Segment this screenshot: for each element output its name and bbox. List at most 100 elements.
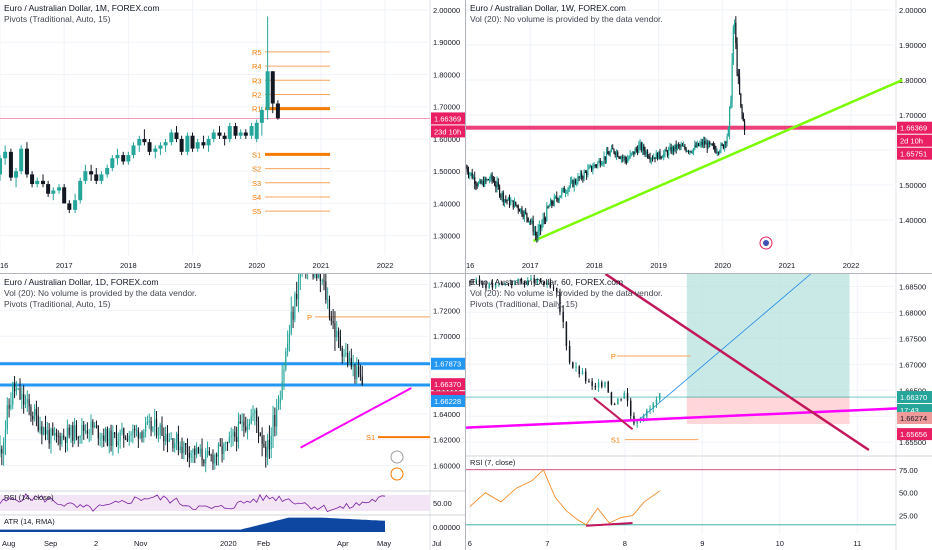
pivot-label-s1: S1	[252, 150, 261, 159]
daily-candle	[97, 425, 99, 439]
panel-divider-horizontal[interactable]	[0, 273, 932, 274]
daily-candle	[90, 421, 92, 433]
weekly-candle	[490, 174, 492, 180]
weekly-candle	[597, 162, 599, 166]
event-marker-icon[interactable]	[390, 450, 404, 464]
red-trendline[interactable]	[604, 274, 870, 452]
daily-candle	[84, 430, 87, 432]
hourly-candle	[530, 278, 532, 281]
long-position-target-zone[interactable]	[686, 274, 850, 398]
daily-candle	[108, 430, 110, 446]
price-axis-label: 1.50000	[433, 167, 460, 176]
hourly-candle	[523, 280, 526, 285]
weekly-candle	[495, 185, 497, 188]
daily-candle	[0, 448, 1, 453]
green-trendline[interactable]	[532, 78, 903, 243]
weekly-candle	[470, 172, 472, 174]
weekly-candle	[743, 120, 746, 132]
weekly-candle	[625, 159, 628, 163]
pivot-label-r3: R3	[252, 76, 262, 85]
daily-candle	[150, 421, 152, 431]
weekly-candle	[714, 145, 716, 150]
daily-candle	[203, 460, 205, 464]
hourly-candle	[591, 381, 593, 386]
divergence-line[interactable]	[593, 397, 634, 431]
daily-candle	[328, 299, 331, 318]
hourly-candle	[559, 293, 561, 312]
rsi-line	[469, 469, 660, 526]
hourly-candle	[578, 366, 581, 375]
weekly-candle	[660, 156, 662, 158]
time-axis-label: 2022	[377, 261, 394, 270]
weekly-chart-panel[interactable]: 1.400001.500001.600001.700001.800001.900…	[466, 0, 932, 273]
weekly-candle	[561, 190, 563, 196]
daily-candle	[266, 440, 269, 458]
daily-candle	[37, 415, 39, 431]
daily-chart-panel[interactable]: 1.600001.620001.640001.660001.680001.700…	[0, 274, 465, 550]
magenta-trendline[interactable]	[466, 405, 932, 429]
daily-candle	[241, 421, 243, 424]
daily-candle	[132, 428, 134, 435]
level-badge: 1.66228	[434, 397, 461, 406]
weekly-candle	[562, 187, 564, 191]
rsi-divergence-line[interactable]	[586, 521, 633, 527]
monthly-candle	[163, 142, 168, 146]
weekly-candle	[706, 142, 708, 149]
daily-candle	[312, 274, 314, 278]
magenta-trendline[interactable]	[300, 387, 412, 449]
monthly-candle	[211, 132, 216, 139]
hourly-candle	[623, 393, 626, 399]
panel-divider-vertical[interactable]	[465, 0, 466, 550]
weekly-candle	[709, 141, 711, 145]
weekly-candle	[573, 180, 575, 187]
weekly-candle	[558, 197, 560, 201]
hourly-chart-canvas[interactable]: 1.655001.660001.665001.670001.675001.680…	[466, 274, 932, 550]
weekly-candle	[603, 156, 605, 163]
monthly-candle	[19, 148, 24, 172]
daily-chart-canvas[interactable]: 1.600001.620001.640001.660001.680001.700…	[0, 274, 465, 550]
daily-candle	[74, 425, 76, 441]
monthly-chart-canvas[interactable]: 1.30000 1.40000 1.50000 1.60000 1.70000 1.800…	[0, 0, 465, 273]
event-marker-icon[interactable]	[390, 467, 404, 481]
price-axis-label: 1.68000	[899, 308, 926, 317]
hourly-candle	[475, 279, 478, 283]
monthly-candle	[217, 132, 222, 136]
price-axis-label: 1.90000	[899, 41, 926, 50]
daily-candle	[263, 443, 265, 447]
pivot-label-s2: S2	[252, 165, 261, 174]
weekly-candle	[697, 143, 700, 146]
weekly-candle	[701, 142, 703, 145]
weekly-candle	[731, 62, 733, 102]
weekly-candle	[589, 165, 591, 167]
daily-candle	[4, 429, 7, 443]
weekly-candle	[740, 93, 742, 107]
daily-candle	[294, 293, 296, 320]
weekly-candle	[593, 164, 595, 169]
time-axis-label: 2022	[843, 261, 860, 270]
daily-candle	[77, 437, 79, 439]
daily-candle	[268, 440, 271, 450]
weekly-candle	[479, 180, 481, 183]
daily-candle	[339, 336, 341, 348]
monthly-candle	[67, 203, 72, 210]
weekly-candle	[715, 149, 717, 154]
weekly-candle	[651, 158, 654, 160]
monthly-chart-panel[interactable]: 1.30000 1.40000 1.50000 1.60000 1.70000 1.800…	[0, 0, 465, 273]
last-price-badge-bg	[431, 112, 465, 125]
weekly-candle	[578, 176, 580, 178]
monthly-candle	[222, 135, 227, 139]
weekly-candle	[469, 173, 471, 175]
hourly-chart-panel[interactable]: 1.655001.660001.665001.670001.675001.680…	[466, 274, 932, 550]
daily-candle	[81, 424, 83, 436]
daily-candle	[332, 320, 334, 323]
weekly-chart-canvas[interactable]: 1.400001.500001.600001.700001.800001.900…	[466, 0, 932, 273]
monthly-candle	[73, 200, 78, 210]
weekly-candle	[508, 197, 511, 205]
daily-candle	[192, 448, 194, 453]
monthly-candle	[227, 126, 232, 139]
daily-candle	[223, 443, 225, 454]
weekly-candle	[664, 150, 666, 154]
weekly-candle	[663, 153, 665, 158]
monthly-candle	[99, 174, 104, 181]
weekly-candle	[676, 144, 678, 149]
